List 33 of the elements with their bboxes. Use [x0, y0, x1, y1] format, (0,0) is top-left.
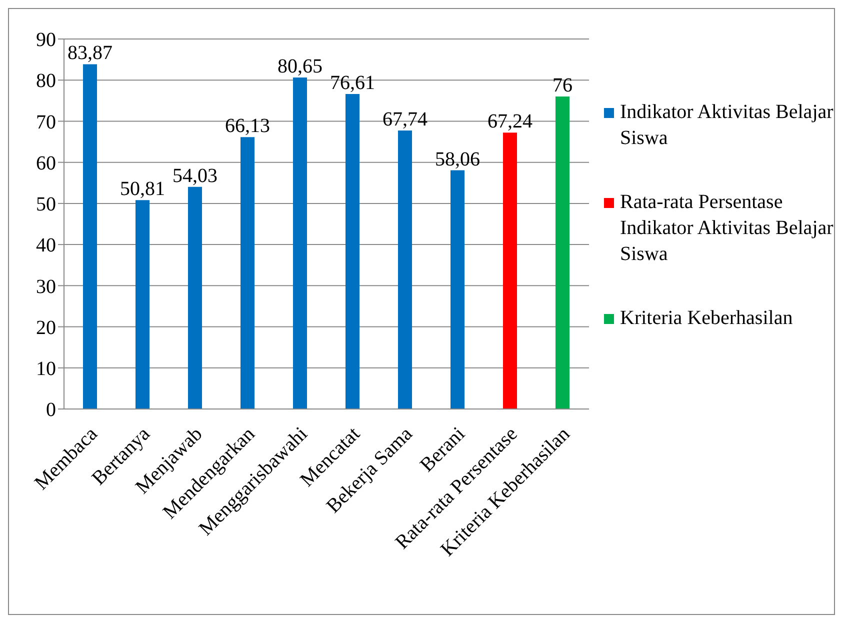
y-tick-label: 10: [36, 358, 56, 380]
data-label: 83,87: [68, 42, 112, 64]
data-label: 67,74: [382, 108, 428, 131]
y-tick-label: 90: [36, 29, 56, 52]
bar: [556, 96, 570, 409]
legend-label: Kriteria Keberhasilan: [620, 306, 793, 331]
bar: [503, 132, 517, 409]
bar: [240, 137, 254, 409]
y-tick-label: 40: [36, 234, 56, 257]
bar: [136, 200, 150, 409]
y-tick-label: 50: [36, 194, 56, 216]
bar: [346, 94, 360, 409]
y-tick-label: 70: [36, 111, 56, 134]
bar: [450, 170, 464, 409]
data-label: 50,81: [120, 178, 165, 200]
y-tick-label: 60: [36, 152, 56, 174]
legend-label: Rata-rata Persentase Indikator Aktivitas Belajar Siswa: [620, 190, 834, 267]
bar: [293, 77, 307, 409]
bar: [83, 64, 97, 409]
legend-label: Indikator Aktivitas Belajar Siswa: [620, 100, 834, 151]
data-label: 58,06: [435, 148, 480, 170]
y-tick-label: 80: [36, 70, 56, 92]
y-tick-label: 20: [36, 316, 56, 339]
data-label: 80,65: [278, 55, 322, 78]
data-label: 54,03: [172, 164, 218, 187]
data-label: 67,24: [488, 110, 532, 133]
y-tick-label: 0: [46, 399, 56, 422]
data-label: 76,61: [330, 72, 375, 94]
data-label: 76: [552, 74, 572, 97]
data-label: 66,13: [225, 115, 270, 138]
bar: [188, 186, 202, 409]
y-tick-label: 30: [36, 276, 56, 298]
bar: [398, 130, 412, 409]
